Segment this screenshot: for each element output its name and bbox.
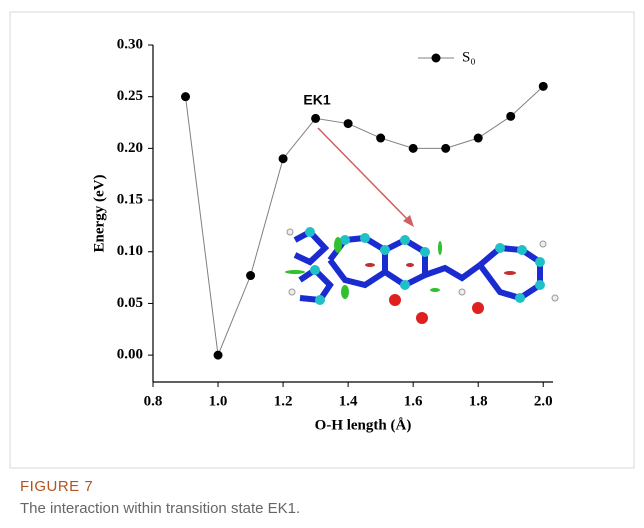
caption-label: FIGURE 7 [20, 478, 93, 495]
point [441, 144, 450, 153]
x-tick-label: 1.2 [274, 393, 293, 409]
y-tick-label: 0.00 [117, 347, 143, 363]
x-tick-label: 1.6 [404, 393, 423, 409]
point [344, 119, 353, 128]
y-tick-label: 0.25 [117, 88, 143, 104]
x-axis-label: O-H length (Å) [315, 417, 412, 433]
point [474, 134, 483, 143]
y-tick-label: 0.20 [117, 140, 143, 156]
point [409, 144, 418, 153]
point [311, 114, 320, 123]
y-tick-label: 0.15 [117, 191, 143, 207]
chart: EK1 0.00 0.05 0.10 0.15 0.20 0.25 0.30 0.8 1.0 1.… [0, 0, 644, 528]
x-tick-label: 1.8 [469, 393, 488, 409]
caption-text: The interaction within transition state … [20, 500, 300, 517]
y-tick-label: 0.05 [117, 295, 143, 311]
y-tick-label: 0.10 [117, 243, 143, 259]
point [246, 271, 255, 280]
x-tick-label: 2.0 [534, 393, 553, 409]
legend-marker [432, 54, 441, 63]
point [506, 112, 515, 121]
point [181, 92, 190, 101]
point [539, 82, 548, 91]
legend-label: S₀ [462, 49, 476, 65]
x-tick-label: 1.4 [339, 393, 358, 409]
point [376, 134, 385, 143]
point [279, 154, 288, 163]
y-axis-label: Energy (eV) [91, 175, 107, 253]
series-line [186, 86, 544, 355]
annotation: EK1 [303, 92, 330, 108]
molecule [285, 227, 558, 324]
arrow [318, 128, 410, 222]
y-tick-label: 0.30 [117, 36, 143, 52]
page: EK1 0.00 0.05 0.10 0.15 0.20 0.25 0.30 0.8 1.0 1.… [0, 0, 644, 528]
x-tick-label: 1.0 [209, 393, 228, 409]
point [214, 351, 223, 360]
x-tick-label: 0.8 [144, 393, 163, 409]
